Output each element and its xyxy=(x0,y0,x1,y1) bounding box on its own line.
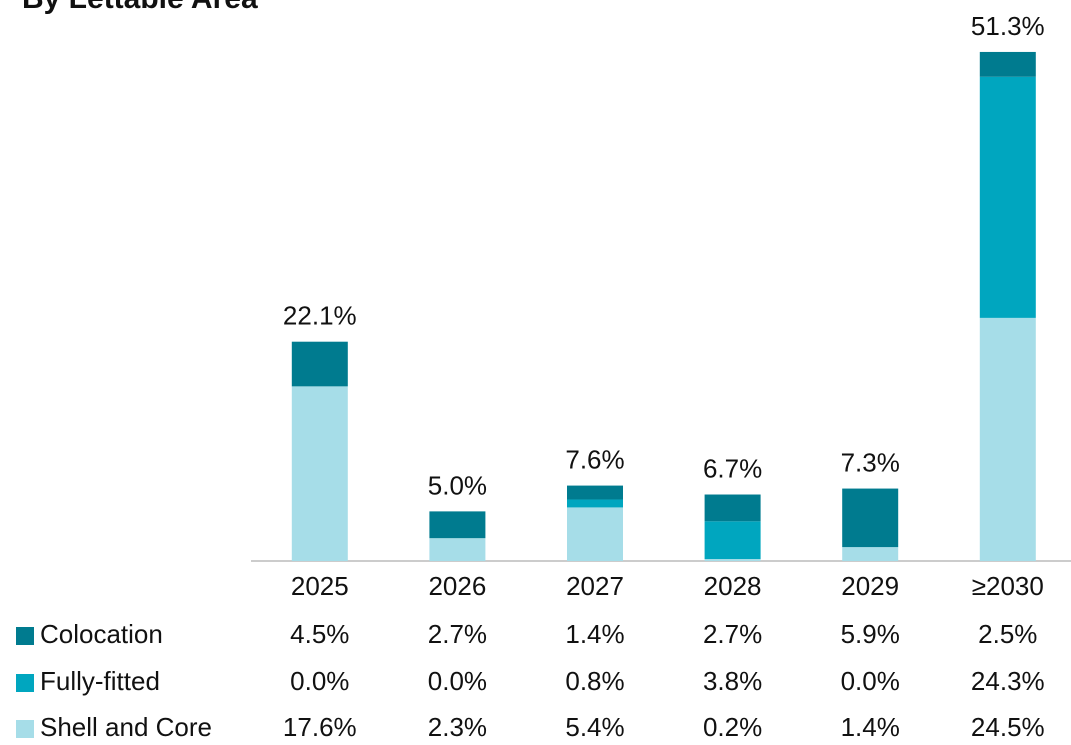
table-value: 4.5% xyxy=(290,619,349,649)
table-value: 2.5% xyxy=(978,619,1037,649)
table-value: 0.8% xyxy=(565,666,624,696)
legend-label: Fully-fitted xyxy=(40,666,160,696)
bar-segment xyxy=(567,499,623,508)
table-value: 5.4% xyxy=(565,712,624,742)
bar-segment xyxy=(429,511,486,539)
table-value: 2.7% xyxy=(428,619,487,649)
total-label: 6.7% xyxy=(703,453,762,483)
table-value: 1.4% xyxy=(841,712,900,742)
table-value: 0.0% xyxy=(428,666,487,696)
table-value: 2.7% xyxy=(703,619,762,649)
bar-segment xyxy=(704,521,761,560)
total-label: 51.3% xyxy=(971,11,1045,41)
bar-segment xyxy=(291,341,348,387)
x-tick-label: ≥2030 xyxy=(972,571,1044,601)
x-tick-label: 2025 xyxy=(291,571,349,601)
chart-title: By Lettable Area xyxy=(22,0,258,15)
total-label: 7.3% xyxy=(841,447,900,477)
table-value: 24.5% xyxy=(971,712,1045,742)
table-value: 5.9% xyxy=(841,619,900,649)
bar-segment xyxy=(704,559,761,561)
bar-segment xyxy=(842,547,899,561)
table-value: 0.0% xyxy=(841,666,900,696)
table-value: 17.6% xyxy=(283,712,357,742)
bar-segment xyxy=(979,76,1036,318)
bar-segment xyxy=(567,507,623,561)
table-value: 24.3% xyxy=(971,666,1045,696)
total-label: 22.1% xyxy=(283,301,357,331)
total-label: 5.0% xyxy=(428,470,487,500)
bar-segment xyxy=(429,538,486,561)
legend-swatch xyxy=(16,674,34,692)
x-tick-label: 2026 xyxy=(428,571,486,601)
legend-swatch xyxy=(16,720,34,738)
legend-swatch xyxy=(16,627,34,645)
bar-segment xyxy=(979,317,1036,561)
table-value: 2.3% xyxy=(428,712,487,742)
x-tick-label: 2029 xyxy=(841,571,899,601)
table-value: 1.4% xyxy=(565,619,624,649)
bar-segment xyxy=(704,494,761,522)
total-label: 7.6% xyxy=(565,444,624,474)
table-value: 3.8% xyxy=(703,666,762,696)
x-tick-label: 2028 xyxy=(704,571,762,601)
table-value: 0.2% xyxy=(703,712,762,742)
legend-label: Shell and Core xyxy=(40,712,212,742)
table-value: 0.0% xyxy=(290,666,349,696)
bar-segment xyxy=(567,485,623,500)
legend-label: Colocation xyxy=(40,619,163,649)
bar-segment xyxy=(291,386,348,561)
bar-segment xyxy=(979,51,1036,77)
x-tick-label: 2027 xyxy=(566,571,624,601)
bar-segment xyxy=(842,488,899,548)
